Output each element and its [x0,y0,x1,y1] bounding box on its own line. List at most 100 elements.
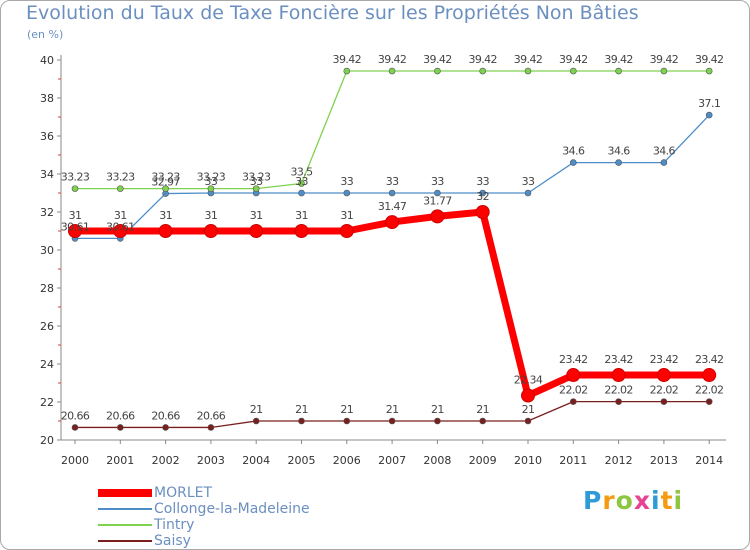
data-label-collonge-la-madeleine: 34.6 [653,145,676,158]
data-point-saisy [117,424,124,431]
data-point-collonge-la-madeleine [660,159,668,166]
data-point-tintry [117,185,124,192]
data-point-morlet [158,224,173,238]
data-label-saisy: 22.02 [695,384,724,397]
x-tick-label: 2005 [288,454,316,467]
data-label-collonge-la-madeleine: 33 [204,175,217,188]
data-point-morlet [385,215,400,230]
logo-letter: i [651,486,661,515]
data-label-saisy: 21 [295,403,308,416]
y-tick-label: 30 [40,244,54,257]
data-point-collonge-la-madeleine [705,111,713,119]
data-label-morlet: 23.42 [650,353,679,366]
data-point-tintry [524,67,532,75]
data-point-collonge-la-madeleine [343,189,351,197]
data-label-saisy: 20.66 [106,409,135,422]
y-tick-label: 34 [40,168,54,181]
y-axis-unit: (en %) [27,28,64,41]
x-tick-label: 2008 [423,454,451,467]
x-tick-label: 2001 [106,454,134,467]
data-label-tintry: 33.23 [242,171,271,184]
y-tick-label: 40 [40,54,54,67]
data-label-morlet: 31.47 [378,200,407,213]
data-point-tintry [71,185,79,192]
x-tick-label: 2012 [605,454,633,467]
data-label-tintry: 33.23 [151,171,180,184]
data-label-tintry: 39.42 [378,53,407,66]
data-point-morlet [566,368,581,383]
data-label-saisy: 21 [340,403,353,416]
data-point-saisy [252,417,260,425]
logo-letter: P [583,486,603,515]
data-point-tintry [569,67,577,75]
data-label-saisy: 21 [476,403,489,416]
data-point-tintry [434,67,441,75]
data-label-morlet: 22.34 [514,374,543,387]
data-point-morlet [68,224,82,238]
data-point-morlet [203,224,218,238]
data-label-morlet: 23.42 [695,353,724,366]
data-point-saisy [71,424,79,431]
data-label-morlet: 23.42 [559,353,588,366]
data-point-collonge-la-madeleine [298,189,305,197]
data-point-collonge-la-madeleine [615,159,622,166]
data-label-saisy: 20.66 [61,409,90,422]
data-point-saisy [615,398,622,405]
data-label-saisy: 21 [386,403,399,416]
data-point-collonge-la-madeleine [434,189,441,197]
legend-swatch [98,524,152,526]
data-point-saisy [434,417,441,425]
data-point-morlet [611,368,626,383]
data-point-collonge-la-madeleine [388,189,396,197]
data-label-morlet: 31.77 [423,194,452,207]
data-label-saisy: 22.02 [559,384,588,397]
data-point-morlet [430,209,445,224]
data-label-saisy: 21 [522,403,535,416]
y-tick-label: 28 [40,282,54,295]
legend-label: MORLET [154,485,213,501]
logo-letter: x [633,486,651,515]
data-label-morlet: 32 [476,190,489,203]
data-point-morlet [702,368,717,383]
data-label-tintry: 39.42 [333,53,362,66]
logo-letter: i [673,486,684,515]
data-point-saisy [207,424,215,431]
x-tick-label: 2007 [378,454,406,467]
data-label-collonge-la-madeleine: 33 [295,175,308,188]
x-tick-label: 2013 [650,454,678,467]
legend-swatch [98,489,152,497]
x-tick-label: 2003 [197,454,225,467]
data-label-tintry: 33.23 [197,171,226,184]
data-point-morlet [475,205,490,219]
data-point-tintry [252,185,260,192]
data-label-morlet: 31 [159,209,172,222]
logo-letter: t [660,486,674,515]
x-tick-label: 2002 [152,454,180,467]
data-point-saisy [479,417,487,425]
y-tick-label: 32 [40,206,54,219]
data-point-tintry [298,180,305,187]
x-tick-label: 2000 [61,454,89,467]
data-label-saisy: 20.66 [197,409,226,422]
y-tick-label: 20 [40,434,54,447]
data-point-tintry [343,67,351,75]
data-label-morlet: 31 [69,209,82,222]
data-label-saisy: 20.66 [151,409,180,422]
data-label-saisy: 22.02 [604,384,633,397]
data-point-saisy [343,417,351,425]
data-label-tintry: 39.42 [695,53,724,66]
data-label-tintry: 39.42 [468,53,497,66]
data-label-tintry: 33.23 [61,171,90,184]
data-label-collonge-la-madeleine: 30.61 [61,220,90,233]
y-tick-label: 22 [40,396,54,409]
legend-swatch [98,508,152,510]
data-label-tintry: 39.42 [650,53,679,66]
legend-swatch [98,540,152,542]
data-point-saisy [388,417,396,425]
data-point-morlet [113,224,128,238]
data-point-tintry [615,67,622,75]
proxiti-logo: Proxiti [583,486,683,515]
data-label-collonge-la-madeleine: 33 [522,175,535,188]
